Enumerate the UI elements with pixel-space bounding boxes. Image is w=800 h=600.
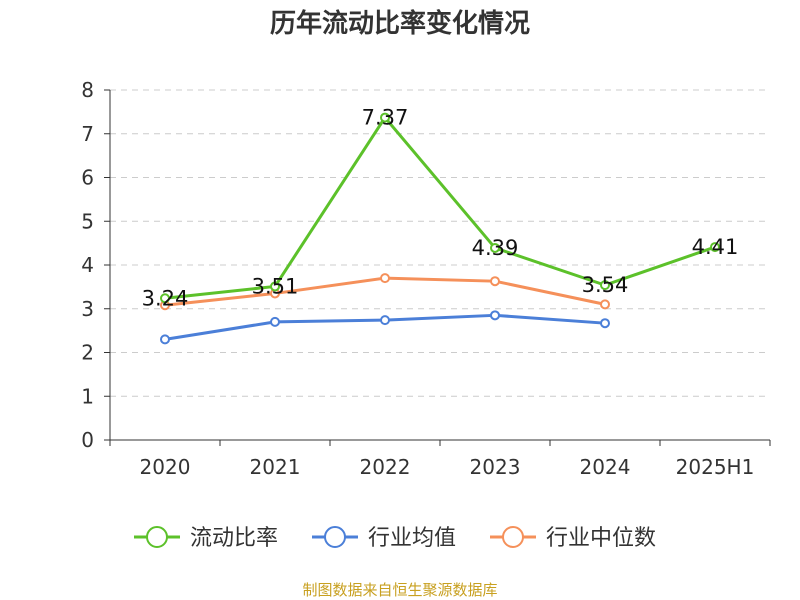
x-tick-label: 2025H1	[676, 455, 755, 479]
series	[160, 112, 720, 345]
legend: 流动比率 行业均值 行业中位数	[134, 526, 656, 551]
y-tick-label: 7	[81, 122, 94, 146]
legend-label: 行业均值	[368, 526, 456, 551]
y-tick-label: 0	[81, 428, 94, 452]
x-tick-label: 2023	[470, 455, 521, 479]
data-point	[490, 242, 500, 253]
y-tick-label: 3	[81, 297, 94, 321]
data-point	[600, 299, 610, 310]
data-label: 3.51	[252, 274, 299, 298]
data-label: 3.24	[142, 286, 189, 310]
data-point	[160, 293, 170, 304]
legend-marker-icon	[324, 526, 346, 548]
y-tick-label: 6	[81, 166, 94, 190]
axes: 0 1 2 3 4 5 6 7 8 2020 2021 2022 2023 2024 2025H1	[81, 78, 771, 479]
y-tick-label: 2	[81, 341, 94, 365]
data-point	[490, 276, 500, 287]
data-point	[490, 310, 500, 321]
data-point	[270, 316, 280, 327]
legend-label: 行业中位数	[546, 526, 656, 551]
x-tick-label: 2024	[580, 455, 631, 479]
x-tick-label: 2022	[360, 455, 411, 479]
legend-item[interactable]: 行业均值	[312, 526, 456, 551]
y-tick-label: 5	[81, 209, 94, 233]
data-label: 7.37	[362, 106, 409, 130]
y-tick-label: 1	[81, 384, 94, 408]
x-tick-label: 2020	[140, 455, 191, 479]
data-labels: 3.24 3.51 7.37 4.39 3.54 4.41	[142, 106, 739, 311]
legend-label: 流动比率	[190, 526, 278, 551]
legend-item[interactable]: 行业中位数	[490, 526, 656, 551]
legend-item[interactable]: 流动比率	[134, 526, 278, 551]
data-point	[380, 112, 390, 123]
data-point	[270, 281, 280, 292]
chart-title: 历年流动比率变化情况	[270, 8, 530, 39]
data-point	[710, 242, 720, 253]
legend-marker-icon	[502, 526, 524, 548]
y-tick-label: 4	[81, 253, 94, 277]
data-label: 3.54	[582, 273, 629, 297]
source-note: 制图数据来自恒生聚源数据库	[302, 581, 497, 599]
data-point	[600, 280, 610, 291]
legend-marker-icon	[146, 526, 168, 548]
series-line-0	[164, 116, 716, 300]
data-label: 4.41	[692, 235, 739, 259]
data-label: 4.39	[472, 236, 519, 260]
grid	[110, 89, 770, 397]
y-tick-label: 8	[81, 78, 94, 102]
data-point	[380, 315, 390, 326]
data-point	[160, 334, 170, 345]
data-point	[600, 318, 610, 329]
data-point	[380, 273, 390, 284]
x-tick-label: 2021	[250, 455, 301, 479]
